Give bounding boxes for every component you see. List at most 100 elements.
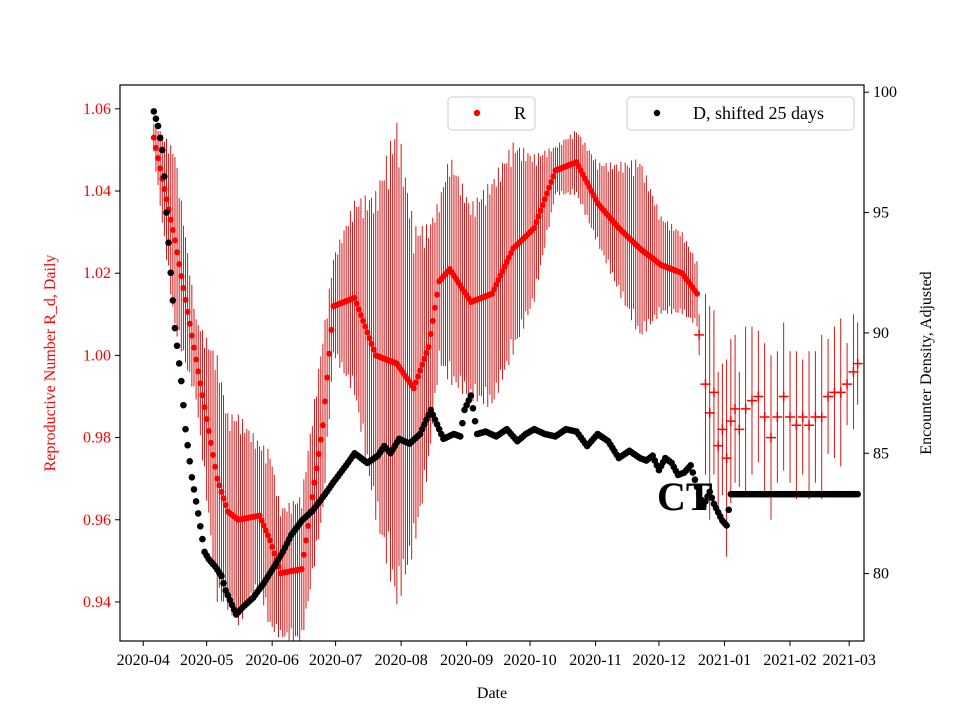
r-point [366, 335, 373, 342]
r-point [271, 550, 278, 557]
d-point [854, 490, 861, 498]
y-right-tick-label: 85 [873, 445, 889, 462]
r-point [501, 263, 508, 270]
r-projected-point [721, 453, 732, 464]
y-right-axis: 80 85 90 95 100 [864, 84, 897, 583]
r-point [412, 379, 419, 386]
legend-r-box [447, 96, 536, 131]
y-left-tick-label: 0.96 [83, 512, 111, 529]
r-point [546, 184, 553, 191]
d-point [150, 108, 158, 115]
r-point [269, 543, 276, 550]
y-right-tick-label: 80 [873, 566, 889, 583]
d-points [150, 108, 861, 618]
legend-r-label: R [514, 103, 526, 123]
r-point [357, 312, 364, 319]
legend-r-marker [473, 109, 481, 117]
r-point [491, 286, 498, 293]
d-point [177, 377, 185, 385]
ct-annotation: CT [657, 474, 713, 519]
r-point [351, 294, 358, 301]
d-point [471, 417, 479, 425]
r-point [222, 501, 229, 508]
d-point [199, 535, 206, 543]
d-point [194, 510, 202, 517]
r-point [533, 219, 540, 226]
r-point [508, 250, 515, 257]
d-point [197, 522, 204, 530]
r-point [368, 340, 375, 347]
r-point [186, 320, 193, 327]
d-point [152, 115, 160, 122]
r-point [415, 373, 422, 380]
r-point [178, 273, 185, 280]
r-projected-point [740, 403, 751, 414]
y-left-axis-label: Reproductive Number R_d, Daily [42, 255, 59, 472]
r-projected-point [852, 358, 863, 369]
r-projected-point [772, 412, 783, 423]
d-point [695, 490, 703, 497]
r-point [150, 134, 157, 141]
r-point [370, 346, 377, 353]
r-point [362, 323, 369, 330]
x-tick-label: 2020-12 [632, 652, 685, 669]
r-point [309, 494, 316, 501]
r-point [169, 227, 176, 234]
r-point [539, 201, 546, 208]
r-point [212, 463, 219, 470]
r-point [193, 356, 200, 363]
r-point [489, 290, 495, 297]
r-projected-point [778, 391, 789, 402]
r-point [505, 254, 512, 261]
x-axis-label: Date [477, 685, 507, 702]
d-point [459, 419, 466, 427]
x-tick-label: 2020-07 [309, 652, 362, 669]
legend-d-marker [653, 109, 661, 117]
r-point [220, 495, 227, 502]
r-point [427, 331, 434, 338]
x-tick-label: 2020-06 [246, 652, 299, 669]
d-point [190, 486, 198, 493]
r-projected-point [823, 391, 834, 402]
d-point [188, 474, 196, 481]
r-point [176, 261, 183, 268]
d-point [691, 476, 699, 484]
x-axis: 2020-04 2020-05 2020-06 2020-07 2020-08 2020-… [117, 641, 876, 669]
d-point [154, 122, 162, 130]
y-left-tick-label: 1.04 [83, 183, 111, 200]
r-point [264, 532, 271, 539]
r-point [161, 185, 168, 192]
r-projected-point [835, 387, 846, 398]
d-point [163, 209, 170, 216]
r-point [311, 479, 318, 486]
r-point [355, 306, 362, 313]
legend-d-label: D, shifted 25 days [693, 103, 824, 123]
r-point [207, 439, 214, 446]
d-point [156, 134, 164, 142]
r-projected-point [753, 391, 764, 402]
r-point [419, 361, 426, 368]
r-point [155, 155, 162, 162]
r-projected-point [804, 420, 815, 431]
r-point [360, 317, 367, 324]
r-point [364, 329, 371, 336]
y-left-axis: 0.94 0.96 0.98 1.00 1.02 1.04 1.06 [83, 101, 120, 611]
y-left-tick-label: 1.06 [83, 101, 111, 118]
legend-d-box [626, 96, 855, 131]
d-point [165, 239, 172, 246]
r-projected-point [766, 432, 776, 443]
d-point [173, 342, 181, 350]
x-tick-label: 2020-04 [117, 652, 170, 669]
r-point [421, 355, 428, 362]
x-tick-label: 2020-11 [569, 652, 622, 669]
x-tick-label: 2020-09 [440, 652, 493, 669]
d-point [467, 392, 475, 399]
d-point [167, 269, 175, 277]
legend-d: D, shifted 25 days [626, 96, 855, 131]
r-point [531, 225, 538, 232]
r-point [315, 451, 322, 458]
r-point [303, 537, 309, 544]
r-point [328, 326, 335, 333]
y-left-tick-label: 0.98 [83, 430, 111, 447]
